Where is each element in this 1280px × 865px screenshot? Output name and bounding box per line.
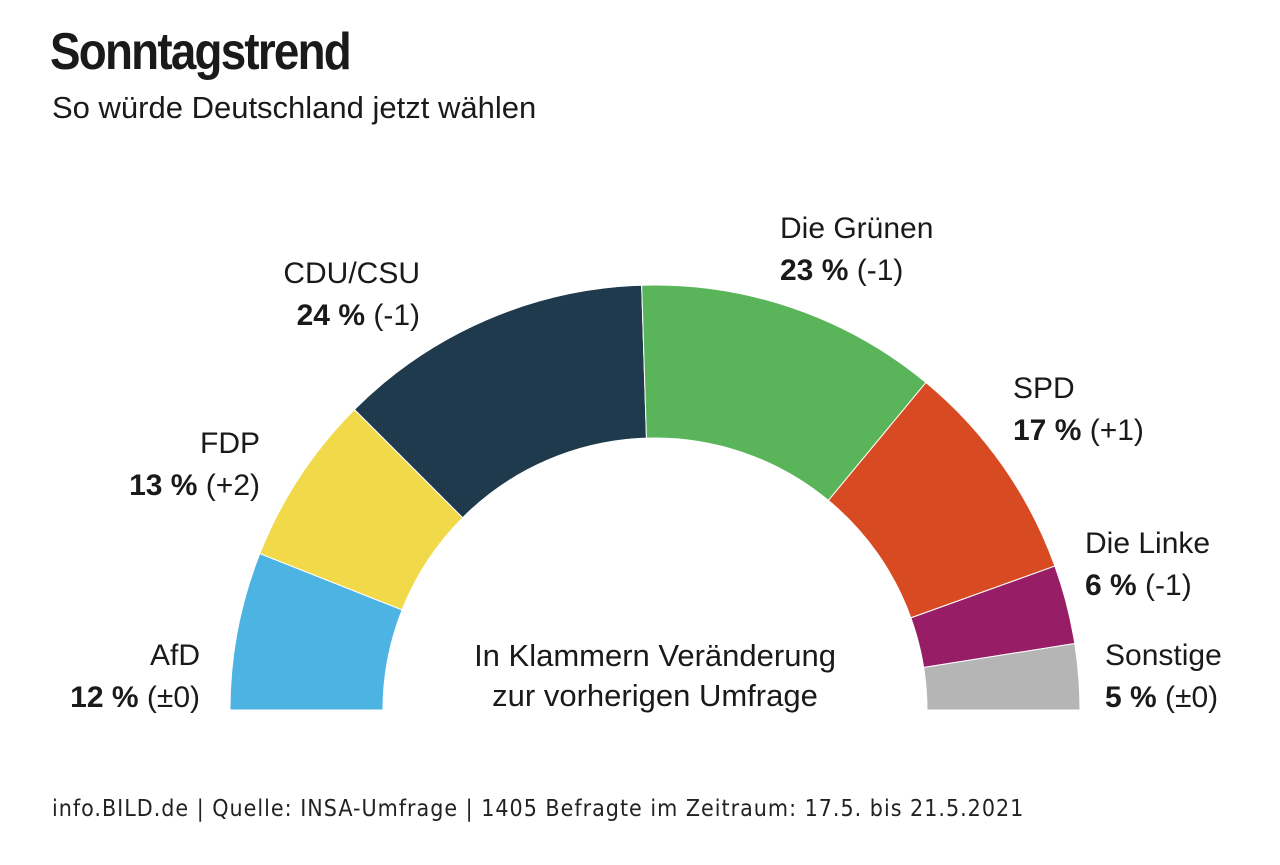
source-line: info.BILD.de | Quelle: INSA-Umfrage | 14…	[52, 796, 1025, 822]
slice-label-fdp: FDP 13 % (+2)	[129, 427, 260, 502]
party-value: 17 % (+1)	[1013, 414, 1144, 447]
party-value: 23 % (-1)	[780, 254, 903, 287]
party-name: Die Grünen	[780, 212, 933, 245]
slice-label-spd: SPD 17 % (+1)	[1013, 372, 1144, 447]
slice-label-cdu-csu: CDU/CSU 24 % (-1)	[283, 257, 420, 332]
party-name: Die Linke	[1085, 527, 1210, 560]
slice-label-afd: AfD 12 % (±0)	[70, 639, 200, 714]
change-note-line-2: zur vorherigen Umfrage	[492, 678, 818, 713]
chart-subtitle: So würde Deutschland jetzt wählen	[52, 90, 537, 125]
change-note: In Klammern Veränderung zur vorherigen U…	[415, 636, 895, 716]
slice-label-die-gr-nen: Die Grünen 23 % (-1)	[780, 212, 933, 287]
party-name: Sonstige	[1105, 639, 1222, 672]
party-name: FDP	[200, 427, 260, 460]
party-name: AfD	[150, 639, 200, 672]
party-name: SPD	[1013, 372, 1075, 405]
party-value: 13 % (+2)	[129, 469, 260, 502]
party-name: CDU/CSU	[283, 257, 420, 290]
change-note-line-1: In Klammern Veränderung	[474, 638, 836, 673]
party-value: 5 % (±0)	[1105, 681, 1218, 714]
party-value: 12 % (±0)	[70, 681, 200, 714]
slice-label-sonstige: Sonstige 5 % (±0)	[1105, 639, 1222, 714]
chart-title: Sonntagstrend	[50, 23, 352, 81]
party-value: 24 % (-1)	[297, 299, 420, 332]
party-value: 6 % (-1)	[1085, 569, 1192, 602]
slice-label-die-linke: Die Linke 6 % (-1)	[1085, 527, 1210, 602]
slice-sonstige	[923, 642, 1081, 711]
